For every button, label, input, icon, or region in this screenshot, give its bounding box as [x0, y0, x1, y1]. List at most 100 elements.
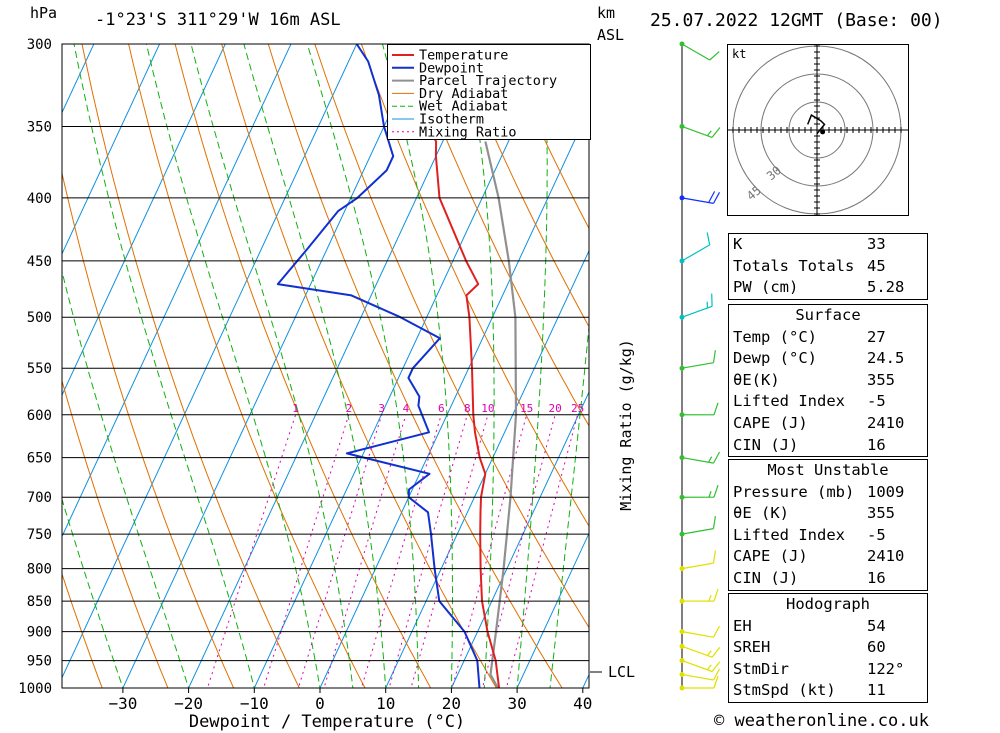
right-axis-title: Mixing Ratio (g/kg)	[617, 339, 635, 511]
index-label: K	[733, 235, 743, 253]
parcel-trajectory-line	[484, 141, 518, 688]
surface-panel: Surface Temp (°C) 27 Dewp (°C) 24.5 θE(K) 3…	[728, 304, 928, 458]
surface-row: Dewp (°C) 24.5	[729, 348, 927, 370]
hodograph-storm-motion	[820, 129, 826, 135]
mixing-ratio-line	[323, 414, 407, 688]
most-unstable-title: Most Unstable	[767, 461, 889, 479]
mixing-ratio-label: 2	[345, 402, 352, 415]
pressure-tick-label: 750	[27, 527, 52, 543]
mixing-ratio-line	[263, 414, 350, 688]
wet-adiabat-line	[62, 269, 190, 688]
surface-value: 16	[867, 435, 886, 454]
most-unstable-value: 1009	[867, 482, 905, 501]
most-unstable-label: θE (K)	[733, 504, 789, 523]
mixing-ratio-label: 1	[292, 402, 299, 415]
wind-barb	[679, 293, 713, 320]
x-axis-title: Dewpoint / Temperature (°C)	[189, 712, 465, 732]
wind-barb	[679, 191, 721, 204]
most-unstable-row: Pressure (mb) 1009	[729, 482, 927, 504]
legend-label: Isotherm	[419, 112, 484, 128]
legend-label: Dewpoint	[419, 60, 484, 76]
dry-adiabat-line	[62, 171, 235, 688]
dry-adiabat-line	[174, 44, 432, 688]
hodograph-param-value: 11	[867, 681, 886, 700]
most-unstable-row: CIN (J) 16	[729, 568, 927, 590]
most-unstable-value: 2410	[867, 547, 905, 566]
pressure-tick-label: 850	[27, 594, 52, 610]
mixing-ratio-line	[410, 414, 489, 688]
hodograph-unit: kt	[732, 47, 746, 61]
surface-label: CIN (J)	[733, 435, 799, 454]
hodograph-param-row: EH 54	[729, 616, 927, 638]
asl-label: ASL	[597, 26, 625, 44]
surface-row: CIN (J) 16	[729, 435, 927, 457]
most-unstable-label: CIN (J)	[733, 568, 799, 587]
datetime-title: 25.07.2022 12GMT (Base: 00)	[650, 10, 943, 31]
most-unstable-value: 16	[867, 568, 886, 587]
hodograph-trace	[807, 114, 826, 135]
surface-title: Surface	[795, 306, 861, 324]
index-row-totals: Totals Totals 45	[729, 256, 927, 278]
wind-barb	[679, 668, 721, 681]
wet-adiabat-line	[516, 44, 548, 688]
surface-value: 355	[867, 370, 895, 389]
mixing-ratio-line	[360, 414, 442, 688]
pressure-tick-label: 800	[27, 562, 52, 578]
wind-barb	[679, 402, 719, 418]
isotherm-line	[62, 44, 161, 255]
x-tick-label: 30	[507, 694, 526, 713]
hodograph-param-label: EH	[733, 616, 752, 635]
copyright-link[interactable]: © weatheronline.co.uk	[714, 711, 929, 731]
dry-adiabat-line	[128, 44, 366, 688]
mixing-ratio-label: 6	[438, 402, 445, 415]
hodograph-ring-label-30: 30	[764, 163, 784, 183]
hodograph-param-row: StmDir 122°	[729, 659, 927, 681]
legend-label: Parcel Trajectory	[419, 73, 557, 89]
mixing-ratio-label: 3	[378, 402, 385, 415]
mixing-ratio-label: 25	[571, 402, 584, 415]
surface-label: θE(K)	[733, 370, 780, 389]
pressure-tick-label: 950	[27, 654, 52, 670]
surface-value: 24.5	[867, 349, 905, 368]
most-unstable-row: θE (K) 355	[729, 503, 927, 525]
dry-adiabat-line	[62, 572, 103, 688]
most-unstable-panel: Most Unstable Pressure (mb) 1009 θE (K) 35…	[728, 459, 928, 591]
dry-adiabat-line	[942, 7, 1000, 714]
hodograph-ring-label-45: 45	[744, 183, 764, 203]
isotherm-line	[62, 44, 292, 538]
index-label: PW (cm)	[733, 278, 799, 297]
most-unstable-row: Lifted Index -5	[729, 525, 927, 547]
hodograph-param-row: SREH 60	[729, 637, 927, 659]
most-unstable-label: Pressure (mb)	[733, 482, 855, 501]
wet-adiabat-line	[145, 44, 321, 688]
wet-adiabat-line	[243, 44, 387, 688]
km-label: km	[597, 4, 616, 22]
dry-adiabat-line	[453, 44, 589, 328]
wind-barb	[679, 350, 716, 371]
mixing-ratio-line	[206, 414, 297, 688]
index-row-k: K 33	[729, 234, 927, 256]
pressure-tick-label: 350	[27, 119, 52, 135]
legend-label: Mixing Ratio	[419, 124, 517, 139]
hodograph-param-row: StmSpd (kt) 11	[729, 680, 927, 702]
dry-adiabat-line	[314, 44, 589, 629]
surface-label: Lifted Index	[733, 392, 845, 411]
location-title: -1°23'S 311°29'W 16m ASL	[95, 10, 341, 30]
x-tick-label: 10	[376, 694, 395, 713]
x-tick-label: −10	[240, 694, 269, 713]
wind-barb	[679, 675, 719, 691]
hodograph-params-title: Hodograph	[786, 595, 870, 613]
hodograph-params-panel: Hodograph EH 54 SREH 60 StmDir 122° StmSpd …	[728, 593, 928, 703]
surface-value: -5	[867, 392, 886, 411]
dry-adiabat-line	[407, 44, 589, 427]
pressure-tick-label: 400	[27, 191, 52, 207]
wet-adiabat-line	[464, 44, 495, 688]
x-tick-label: 20	[442, 694, 461, 713]
pressure-tick-label: 500	[27, 310, 52, 326]
mixing-ratio-line	[481, 414, 556, 688]
index-row-pw: PW (cm) 5.28	[729, 277, 927, 299]
mixing-ratio-label: 15	[520, 402, 533, 415]
wind-barb	[679, 451, 721, 464]
most-unstable-label: CAPE (J)	[733, 547, 808, 566]
